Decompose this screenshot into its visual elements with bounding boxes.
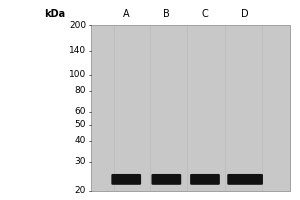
Text: 20: 20 [75, 186, 86, 195]
FancyBboxPatch shape [152, 174, 181, 185]
Text: 140: 140 [69, 46, 86, 55]
Text: A: A [123, 9, 130, 19]
Text: B: B [163, 9, 170, 19]
FancyBboxPatch shape [190, 174, 220, 185]
Text: kDa: kDa [44, 9, 65, 19]
Text: 50: 50 [75, 120, 86, 129]
Bar [91, 25, 290, 191]
Text: 30: 30 [75, 157, 86, 166]
Text: 40: 40 [75, 136, 86, 145]
FancyBboxPatch shape [227, 174, 263, 185]
Text: D: D [241, 9, 249, 19]
Text: C: C [202, 9, 208, 19]
Text: 100: 100 [69, 70, 86, 79]
Text: 60: 60 [75, 107, 86, 116]
FancyBboxPatch shape [111, 174, 141, 185]
Text: 200: 200 [69, 21, 86, 30]
Text: 80: 80 [75, 86, 86, 95]
